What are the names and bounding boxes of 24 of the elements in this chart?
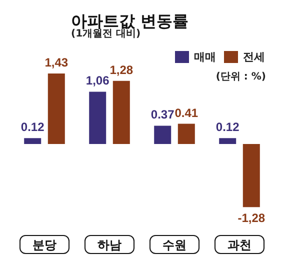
data-label: -1,28 [238,211,266,226]
legend-label: 전세 [243,50,265,64]
x-tick-label: 하남 [98,238,122,252]
data-label: 1,06 [86,74,110,88]
x-tick-label: 수원 [162,238,186,252]
bar [178,124,195,144]
data-label: 1,43 [44,55,68,70]
bar [112,80,130,144]
data-label: 0.12 [216,120,240,134]
chart-subtitle: (1개월전 대비) [71,28,141,40]
data-label: 0.37 [150,108,175,122]
bar [242,144,260,208]
annotation: (단위 : %) [216,72,266,82]
data-label: 1,28 [110,62,134,77]
bar [48,73,65,144]
legend-label: 매매 [194,50,216,64]
bar [154,126,172,144]
bar [89,92,106,144]
bar [24,138,42,144]
data-label: 0.12 [20,120,45,134]
x-tick-label: 과천 [228,238,252,252]
x-tick-label: 분당 [32,238,56,252]
bar [219,138,236,144]
data-label: 0.41 [174,106,198,120]
